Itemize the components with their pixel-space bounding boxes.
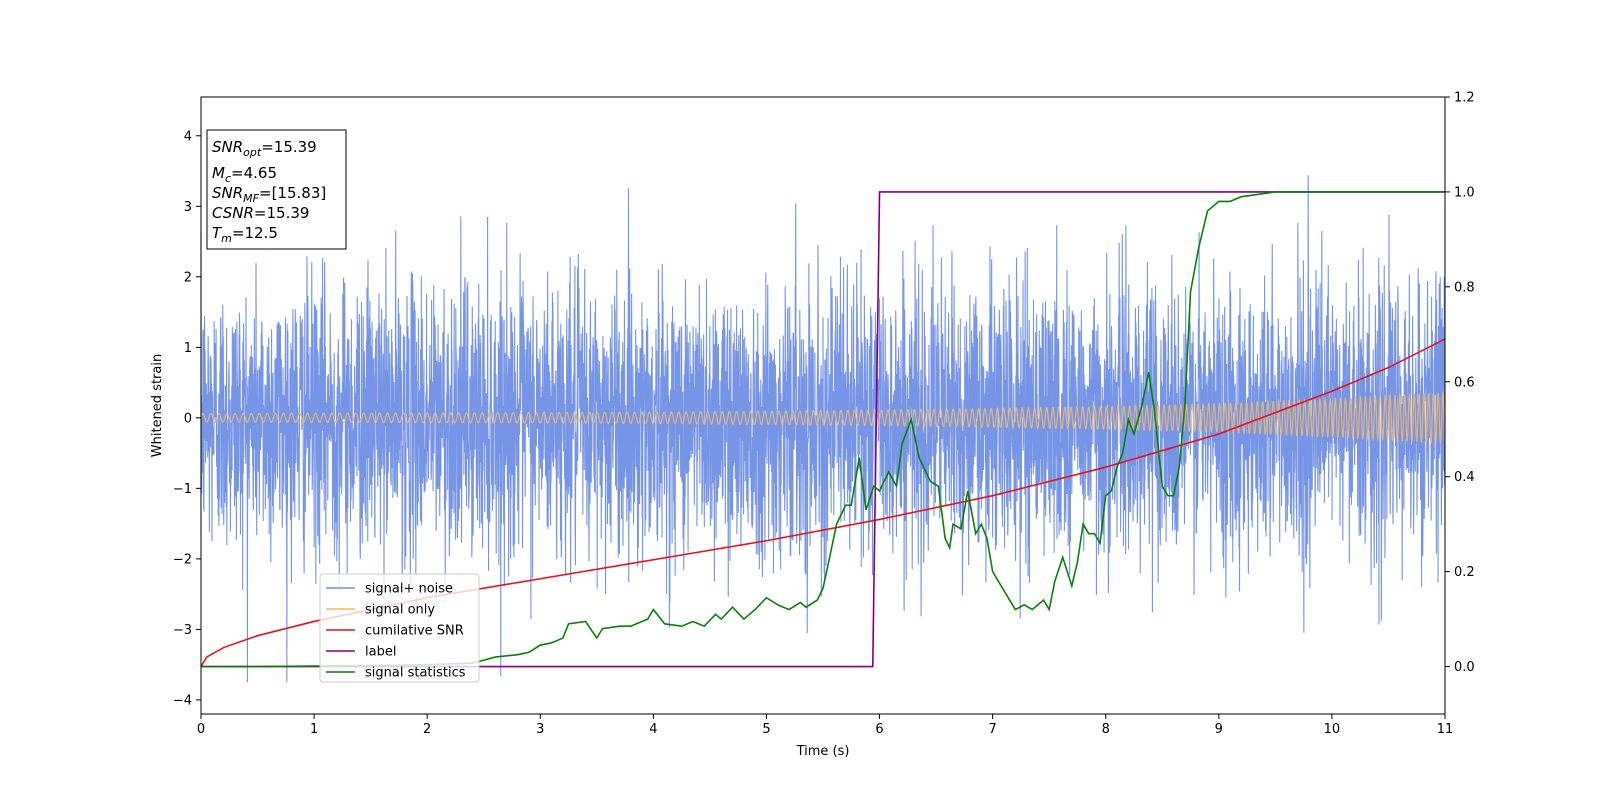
info-tm: Tm=12.5 [212,224,278,245]
left-y-tick-label: 1 [184,341,192,356]
left-y-tick-label: −4 [173,693,192,708]
x-tick-label: 5 [762,722,770,737]
info-box-frame [206,129,347,250]
legend-frame [319,573,480,683]
x-tick-label: 3 [536,722,544,737]
legend-label: signal statistics [365,666,466,681]
info-snr-mf: SNRMF=[15.83] [212,184,326,205]
right-axis-series [200,191,1446,668]
info-csnr: CSNR=15.39 [212,204,309,222]
left-y-tick-label: 0 [184,411,192,426]
info-box: SNRopt=15.39 Mc=4.65 SNRMF=[15.83] CSNR=… [206,129,347,250]
signal-noise-series [200,175,1446,683]
x-tick-label: 10 [1324,722,1341,737]
x-tick-label: 2 [423,722,431,737]
label-line [201,191,1445,668]
right-y-axis-ticks: 0.0 0.2 0.4 0.6 0.8 1.0 1.2 [1445,91,1475,675]
cumulative-snr-line [200,338,1446,667]
right-y-tick-label: 0.4 [1454,470,1475,485]
legend: signal+ noise signal only cumilative SNR la… [319,573,480,683]
x-tick-label: 8 [1102,722,1110,737]
signal-only-series [200,390,1446,445]
x-tick-label: 0 [197,722,205,737]
left-y-tick-label: 3 [184,200,192,215]
x-tick-label: 1 [310,722,318,737]
plot-frame [200,96,1446,715]
signal-statistics-line [201,191,1445,668]
left-y-tick-label: 4 [184,129,192,144]
right-y-tick-label: 0.0 [1454,660,1475,675]
legend-label: cumilative SNR [365,624,464,639]
legend-label: label [365,645,396,660]
x-tick-label: 6 [875,722,883,737]
x-axis-ticks: 0 1 2 3 4 5 6 7 8 9 10 11 [197,714,1453,737]
left-y-tick-label: −2 [173,552,192,567]
left-y-axis-ticks: −4 −3 −2 −1 0 1 2 3 4 [173,129,201,708]
x-tick-label: 7 [988,722,996,737]
right-y-tick-label: 1.0 [1454,185,1475,200]
left-y-tick-label: −1 [173,482,192,497]
right-y-tick-label: 0.8 [1454,280,1475,295]
x-axis-label: Time (s) [796,744,850,759]
right-y-tick-label: 1.2 [1454,91,1475,106]
signal-noise-line [200,175,1446,683]
left-y-tick-label: −3 [173,623,192,638]
x-tick-label: 9 [1215,722,1223,737]
y-axis-label: Whitened strain [150,354,165,457]
right-y-tick-label: 0.2 [1454,565,1475,580]
x-tick-label: 11 [1437,722,1454,737]
info-snr-opt: SNRopt=15.39 [212,138,317,159]
signal-only-line [200,390,1446,445]
x-tick-label: 4 [649,722,657,737]
legend-label: signal+ noise [365,582,453,597]
info-mc: Mc=4.65 [212,164,277,185]
right-y-tick-label: 0.6 [1454,375,1475,390]
legend-label: signal only [365,603,435,618]
left-y-tick-label: 2 [184,270,192,285]
